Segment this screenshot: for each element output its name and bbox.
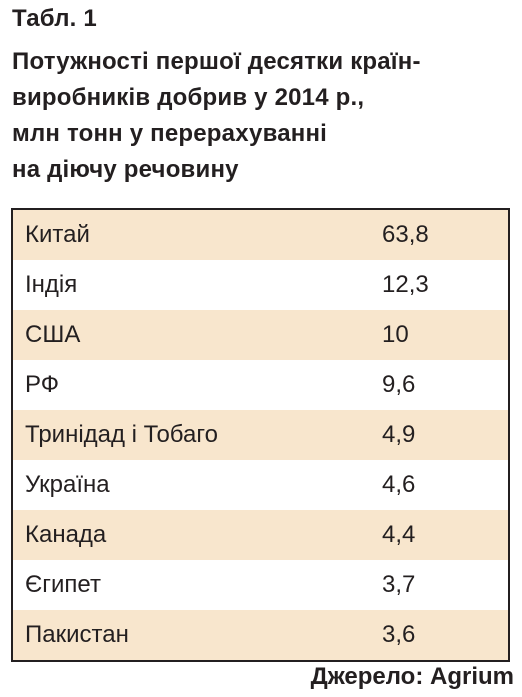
country-cell: Індія	[25, 271, 78, 298]
table-row: Китай 63,8	[13, 210, 508, 260]
table-row: США 10	[13, 310, 508, 360]
value-cell: 12,3	[382, 271, 429, 298]
table-row: РФ 9,6	[13, 360, 508, 410]
country-cell: Китай	[25, 221, 90, 248]
table-row: Індія 12,3	[13, 260, 508, 310]
country-cell: РФ	[25, 371, 59, 398]
table-row: Україна 4,6	[13, 460, 508, 510]
country-cell: Канада	[25, 521, 107, 548]
data-table: Китай 63,8 Індія 12,3 США 10 РФ 9,6 Трин…	[11, 208, 510, 662]
title-line: виробників добрив у 2014 р.,	[12, 84, 365, 111]
table-row: Пакистан 3,6	[13, 610, 508, 660]
value-cell: 9,6	[382, 371, 416, 398]
value-cell: 63,8	[382, 221, 429, 248]
title-line: на діючу речовину	[12, 156, 239, 183]
value-cell: 10	[382, 321, 409, 348]
country-cell: Єгипет	[25, 571, 101, 598]
table-label: Табл. 1	[12, 5, 97, 32]
country-cell: Тринідад і Тобаго	[25, 421, 218, 448]
value-cell: 4,4	[382, 521, 416, 548]
table-row: Єгипет 3,7	[13, 560, 508, 610]
source-note: Джерело: Agrium	[310, 663, 514, 690]
value-cell: 4,9	[382, 421, 416, 448]
title-line: млн тонн у перерахуванні	[12, 120, 328, 147]
value-cell: 4,6	[382, 471, 416, 498]
table-row: Тринідад і Тобаго 4,9	[13, 410, 508, 460]
country-cell: США	[25, 321, 81, 348]
title-line: Потужності першої десятки країн-	[12, 48, 421, 75]
table-row: Канада 4,4	[13, 510, 508, 560]
table-title: Потужності першої десятки країн- виробни…	[12, 44, 517, 188]
value-cell: 3,6	[382, 621, 416, 648]
value-cell: 3,7	[382, 571, 416, 598]
country-cell: Україна	[25, 471, 110, 498]
country-cell: Пакистан	[25, 621, 129, 648]
